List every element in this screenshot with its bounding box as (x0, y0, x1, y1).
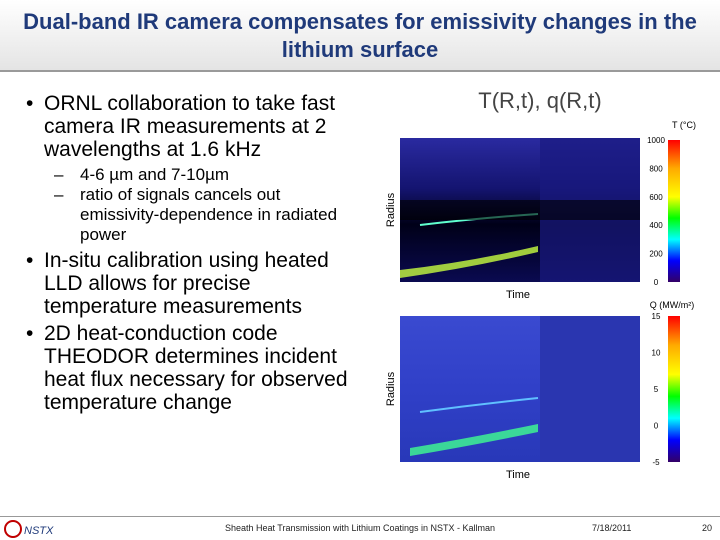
map-streak (419, 397, 539, 413)
colorbar-tick-label: -5 (652, 458, 660, 467)
colorbar-tick-label: 15 (652, 312, 661, 321)
colorbar (668, 140, 680, 282)
colorbar-tick-label: 400 (649, 221, 663, 230)
colorbar-tick-label: 200 (649, 250, 663, 259)
bullet-text: In-situ calibration using heated LLD all… (44, 249, 329, 318)
y-axis-label: Radius (385, 371, 397, 406)
colorbar-label: T (°C) (672, 120, 696, 130)
footer-center: Sheath Heat Transmission with Lithium Co… (224, 523, 496, 533)
bullet-text: ORNL collaboration to take fast camera I… (44, 92, 336, 161)
map-streak (410, 424, 538, 456)
logo: NSTX (4, 520, 54, 538)
colorbar-tick-label: 10 (652, 349, 661, 358)
title-band (0, 0, 720, 72)
bullet-text: 2D heat-conduction code THEODOR determin… (44, 322, 348, 414)
bullet-list: ORNL collaboration to take fast camera I… (18, 92, 358, 418)
footer-date: 7/18/2011 (592, 523, 632, 533)
colorbar-tick-label: 800 (649, 164, 663, 173)
sub-bullet: 4-6 µm and 7-10µm (44, 165, 358, 185)
footer: NSTX Sheath Heat Transmission with Lithi… (0, 516, 720, 540)
x-axis-label: Time (506, 289, 530, 301)
logo-text: NSTX (24, 525, 54, 537)
colorbar-tick-label: 1000 (647, 136, 665, 145)
colorbar-tick-label: 0 (654, 278, 659, 287)
bullet: 2D heat-conduction code THEODOR determin… (18, 322, 358, 414)
x-axis-label: Time (506, 469, 530, 481)
sub-bullet-list: 4-6 µm and 7-10µmratio of signals cancel… (44, 165, 358, 245)
sub-bullet: ratio of signals cancels out emissivity-… (44, 185, 358, 245)
page-number: 20 (702, 523, 713, 533)
map-band (400, 200, 640, 220)
bullet: In-situ calibration using heated LLD all… (18, 249, 358, 318)
bullet: ORNL collaboration to take fast camera I… (18, 92, 358, 245)
colorbar-label: Q (MW/m²) (650, 300, 694, 310)
slide-title: Dual-band IR camera compensates for emis… (23, 9, 697, 62)
map-streak (400, 246, 538, 278)
logo-ring (4, 520, 22, 538)
y-axis-label: Radius (385, 192, 397, 227)
colorbar-tick-label: 0 (654, 422, 659, 431)
colorbar (668, 316, 680, 462)
map-region (540, 316, 640, 462)
colorbar-tick-label: 5 (654, 385, 659, 394)
figure-title: T(R,t), q(R,t) (478, 88, 601, 113)
colorbar-tick-label: 600 (649, 193, 663, 202)
